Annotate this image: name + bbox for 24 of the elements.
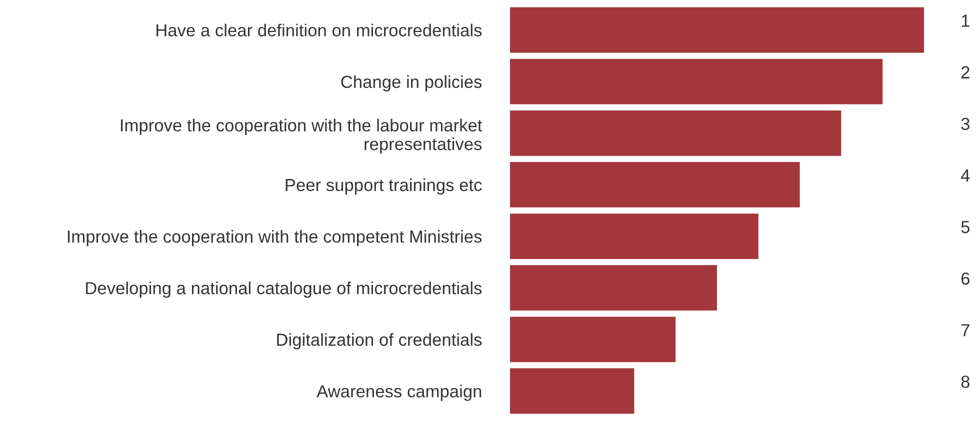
y-tick-label: Awareness campaign <box>316 384 482 401</box>
y-tick-label: Improve the cooperation with the labour market representatives <box>121 118 482 154</box>
y-tick-label: Improve the cooperation with the competent Ministries <box>68 230 482 246</box>
bar <box>510 265 717 311</box>
bar <box>510 110 842 156</box>
text: 7 <box>961 324 970 336</box>
bar <box>510 58 883 104</box>
text: 6 <box>961 272 970 285</box>
bar <box>510 7 924 53</box>
y-tick-label: Change in policies <box>341 75 482 92</box>
y-tick-label: Developing a national catalogue of microcredentials <box>86 282 482 298</box>
text: 1 <box>962 14 970 27</box>
bar <box>510 368 634 414</box>
y-tick-label: Peer support trainings etc <box>286 178 482 195</box>
text: 4 <box>960 170 970 182</box>
text: 2 <box>961 66 970 78</box>
bar <box>510 316 676 362</box>
bar <box>510 214 758 259</box>
y-tick-label: Have a clear definition on microcredentials <box>156 24 482 36</box>
text: 8 <box>961 376 970 388</box>
text: 3 <box>961 118 970 130</box>
bar <box>510 162 800 208</box>
text: 5 <box>961 221 970 234</box>
y-tick-label: Digitalization of credentials <box>277 333 482 350</box>
